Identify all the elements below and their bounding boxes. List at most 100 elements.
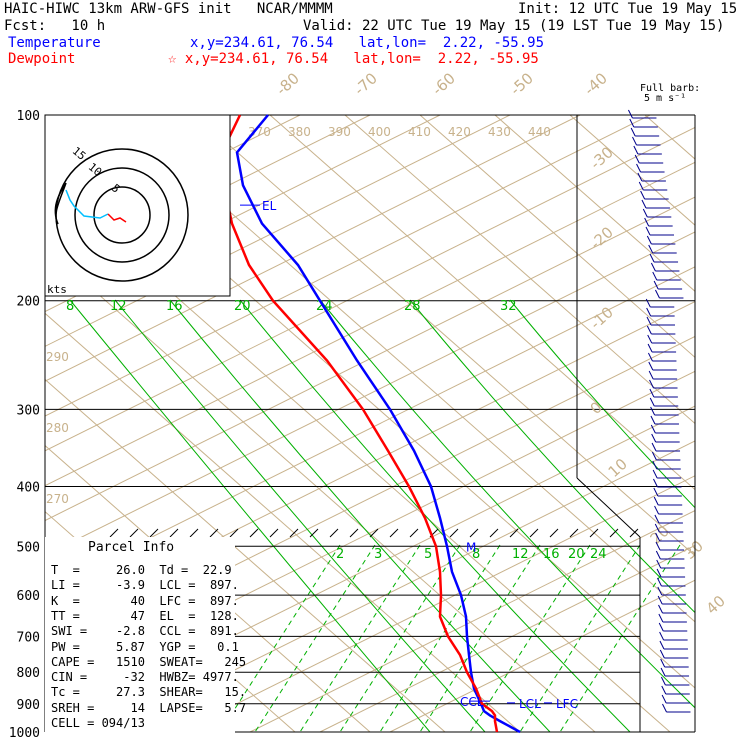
- mixing-lower-label: 24: [590, 547, 607, 562]
- wind-barb-feather: [654, 505, 660, 515]
- wind-barb-feather: [658, 622, 664, 632]
- moist-adiabat-line: [69, 299, 431, 732]
- wind-barb-feather: [655, 289, 660, 299]
- isotherm-label: 40: [703, 592, 729, 618]
- pressure-lines: 100 200 300 400 500 600 700 800 900 1000: [9, 109, 695, 740]
- wind-barb-feather: [659, 631, 665, 641]
- mixing-lower-label: 5: [424, 547, 432, 562]
- theta-label: 440: [528, 125, 551, 139]
- wind-barb-feather: [660, 676, 666, 686]
- hatch-mark: [469, 528, 479, 538]
- sounding-profiles: EL M CCL LCL LFC: [220, 114, 578, 734]
- barb-legend-unit: 5 m s⁻¹: [644, 93, 687, 104]
- wind-barb-feather: [649, 379, 654, 389]
- wind-barb-feather: [661, 685, 667, 695]
- marker-lcl: LCL: [519, 697, 541, 711]
- moist-adiabat-line: [509, 299, 695, 509]
- theta-label: 380: [288, 125, 311, 139]
- isotherm-line: [45, 126, 695, 452]
- wind-barb-feather: [647, 352, 653, 362]
- parcel-row: PW = 5.87 YGP = 0.1: [51, 639, 239, 654]
- parcel-row: TT = 47 EL = 128.: [51, 608, 239, 623]
- isotherm-line: [45, 115, 441, 313]
- mixing-upper-label: 32: [500, 299, 517, 314]
- wind-barb-feather: [649, 397, 655, 407]
- hatch-mark: [529, 528, 539, 538]
- pressure-label-700: 700: [17, 630, 40, 645]
- hatch-mark: [569, 528, 579, 538]
- theta-label: 390: [328, 125, 351, 139]
- wind-barb-feather: [655, 532, 661, 542]
- wind-barb-feather: [656, 559, 662, 569]
- hatch-mark: [549, 528, 559, 538]
- isotherm-line: [45, 115, 581, 382]
- right-border-slant: [576, 477, 641, 538]
- parcel-row: LI = -3.9 LCL = 897.: [51, 578, 239, 593]
- chart-title: HAIC-HIWC 13km ARW-GFS init NCAR/MMMM: [4, 1, 333, 17]
- mixing-lower-label: 16: [543, 547, 560, 562]
- hatch-mark: [229, 528, 239, 538]
- hatch-mark: [129, 528, 139, 538]
- dry-adiabat-line: [344, 115, 695, 425]
- isotherm-line: [109, 440, 695, 732]
- isotherm-label: -40: [581, 69, 611, 99]
- mixing-upper-label: 8: [66, 299, 74, 314]
- isotherm-line: [319, 544, 695, 732]
- init-time: Init: 12 UTC Tue 19 May 15: [518, 1, 738, 17]
- pressure-label-300: 300: [17, 403, 40, 418]
- wind-barb-feather: [646, 235, 652, 245]
- hatch-mark: [169, 528, 179, 538]
- wind-barb-feather: [646, 325, 652, 335]
- wind-barb-feather: [648, 244, 654, 254]
- wind-barb-feather: [659, 640, 665, 650]
- isotherm-label: 30: [681, 537, 707, 563]
- dry-adiabat-line: [45, 444, 371, 732]
- hatch-mark: [249, 528, 259, 538]
- wind-barb-feather: [645, 298, 651, 308]
- hatch-mark: [389, 528, 399, 538]
- pressure-label-1000: 1000: [9, 726, 40, 740]
- wind-barb-feather: [653, 478, 658, 488]
- wind-barb-feather: [633, 145, 639, 155]
- mixing-ratio-line: [254, 544, 376, 732]
- valid-time: Valid: 22 UTC Tue 19 May 15 (19 LST Tue …: [303, 18, 725, 34]
- isotherm-line: [45, 231, 695, 556]
- wind-barb-feather: [656, 568, 662, 578]
- hatch-mark: [609, 528, 619, 538]
- wind-barb-feather: [653, 496, 659, 506]
- moist-adiabat-line: [169, 299, 551, 732]
- hatch-mark: [629, 528, 639, 538]
- wind-barb-feather: [656, 577, 662, 587]
- wind-barb-feather: [657, 595, 663, 605]
- theta-left-label: 290: [46, 350, 69, 364]
- dry-adiabat-line: [569, 115, 695, 226]
- parcel-info-title: Parcel Info: [88, 540, 175, 555]
- hatch-mark: [329, 528, 339, 538]
- isotherm-line: [389, 579, 695, 732]
- wind-barb-feather: [647, 343, 653, 353]
- mixing-ratio-line: [299, 544, 421, 732]
- wind-barb-feather: [651, 451, 657, 461]
- theta-left-label: 280: [46, 421, 69, 435]
- wind-barb-feather: [632, 136, 637, 146]
- wind-barb-feather: [655, 541, 661, 551]
- hatch-mark: [509, 528, 519, 538]
- dry-adiabat-line: [45, 312, 521, 732]
- temperature-legend: Temperature: [8, 35, 101, 51]
- isotherm-label: 20: [647, 522, 673, 548]
- hatch-mark: [489, 528, 499, 538]
- isotherm-line: [45, 301, 695, 626]
- hatch-mark: [289, 528, 299, 538]
- dry-adiabat-line: [269, 115, 695, 491]
- wind-barb-feather: [662, 703, 667, 713]
- parcel-row: CAPE = 1510 SWEAT= 245: [51, 654, 247, 669]
- isotherm-line: [45, 115, 651, 417]
- hatch-mark: [309, 528, 319, 538]
- dry-adiabat-line: [45, 246, 596, 732]
- isotherm-label: -70: [351, 69, 381, 99]
- wind-barb-feather: [645, 226, 651, 236]
- marker-el: EL: [262, 199, 277, 213]
- pressure-label-100: 100: [17, 109, 40, 124]
- isotherm-line: [45, 196, 695, 522]
- wind-barb-feather: [630, 127, 636, 137]
